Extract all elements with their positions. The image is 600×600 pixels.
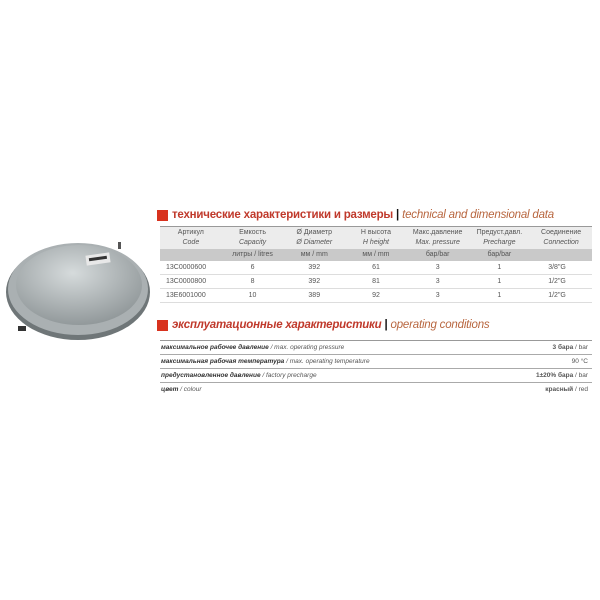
condition-label: цвет / colour xyxy=(161,386,202,393)
table-row: 13C0000800 8 392 81 3 1 1/2"G xyxy=(160,274,592,289)
column-header: H высота H height xyxy=(360,229,391,246)
table-cell: 1/2"G xyxy=(530,288,592,303)
column-header: Артикул Code xyxy=(177,229,204,246)
table-cell: 3 xyxy=(406,261,469,275)
column-unit: литры / litres xyxy=(232,251,273,258)
table-cell: 92 xyxy=(345,288,407,303)
table-cell: 1/2"G xyxy=(530,274,592,289)
table-cell: 81 xyxy=(345,274,407,289)
condition-row: максимальная рабочая температура / max. … xyxy=(160,354,592,369)
title-ru: технические характеристики и размеры xyxy=(172,209,394,221)
expansion-vessel-image xyxy=(6,242,150,340)
table-cell: 1 xyxy=(468,288,531,303)
condition-value: красный / red xyxy=(545,386,588,393)
technical-data-table: Артикул Code Емкость Capacity Ø Диаметр Ø Dia… xyxy=(160,226,592,303)
condition-row: цвет / colour красный / red xyxy=(160,383,592,397)
table-cell: 61 xyxy=(345,261,407,275)
table-cell: 392 xyxy=(283,261,346,275)
section-marker xyxy=(157,209,168,221)
column-unit xyxy=(160,249,222,261)
column-unit: мм / mm xyxy=(300,251,328,258)
condition-value: 90 °C xyxy=(480,354,592,369)
section-title-technical: технические характеристики и размеры | t… xyxy=(157,209,593,221)
column-header: Предуст.давл. Precharge xyxy=(476,229,523,246)
title-ru: эксплуатационные характеристики xyxy=(172,319,382,331)
title-en: operating conditions xyxy=(390,319,490,331)
condition-label: максимальная рабочая температура / max. … xyxy=(160,354,480,369)
operating-conditions-table: максимальное рабочее давление / max. ope… xyxy=(160,340,592,396)
column-unit: бар/bar xyxy=(487,251,512,258)
condition-row: предустановленное давление / factory pre… xyxy=(160,368,592,383)
column-header: Соединение Connection xyxy=(541,229,582,246)
table-cell: 6 xyxy=(221,261,284,275)
table-cell: 10 xyxy=(221,288,284,303)
section-title-operating: эксплуатационные характеристики | operat… xyxy=(157,319,593,331)
column-header: Ø Диаметр Ø Diameter xyxy=(296,229,333,246)
table-row: 13C0000600 6 392 61 3 1 3/8"G xyxy=(160,261,592,275)
condition-label: предустановленное давление / factory pre… xyxy=(160,368,480,383)
title-en: technical and dimensional data xyxy=(402,209,554,221)
table-cell: 13E6001000 xyxy=(160,288,222,303)
table-cell: 3 xyxy=(406,288,469,303)
table-row: 13E6001000 10 389 92 3 1 1/2"G xyxy=(160,288,592,303)
table-cell: 389 xyxy=(283,288,346,303)
column-header: Макс.давление Max. pressure xyxy=(412,229,463,246)
table-cell: 1 xyxy=(468,274,531,289)
condition-value: 3 бара / bar xyxy=(480,340,592,355)
table-cell: 3/8"G xyxy=(530,261,592,275)
column-unit: мм / mm xyxy=(362,251,390,258)
condition-label: максимальное рабочее давление / max. ope… xyxy=(160,340,480,355)
column-unit: бар/bar xyxy=(425,251,450,258)
table-cell: 1 xyxy=(468,261,531,275)
table-cell: 3 xyxy=(406,274,469,289)
table-cell: 392 xyxy=(283,274,346,289)
table-cell: 13C0000600 xyxy=(160,261,222,275)
condition-row: максимальное рабочее давление / max. ope… xyxy=(160,340,592,355)
section-marker xyxy=(157,319,168,331)
table-cell: 13C0000800 xyxy=(160,274,222,289)
condition-value: 1±20% бара / bar xyxy=(480,368,592,383)
column-unit xyxy=(530,249,592,261)
column-header: Емкость Capacity xyxy=(238,229,267,246)
table-cell: 8 xyxy=(221,274,284,289)
